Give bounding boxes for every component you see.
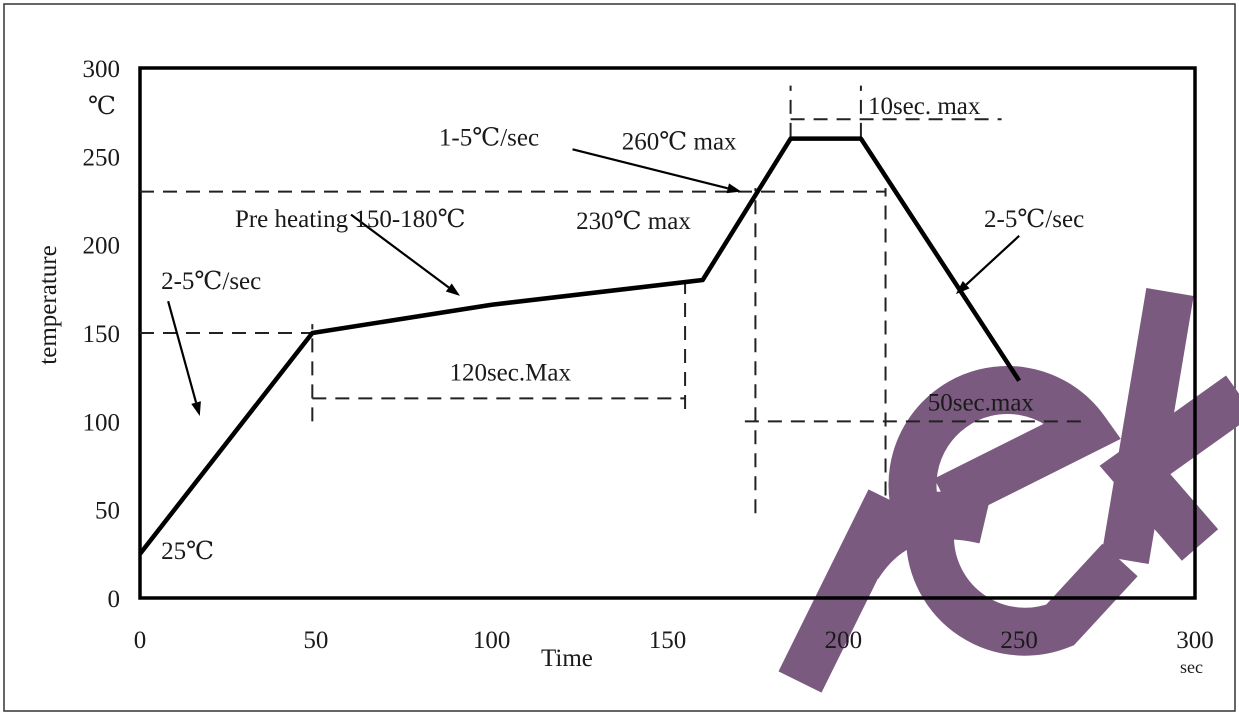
- x-tick-label: 150: [649, 627, 687, 654]
- annotation-label: 2-5℃/sec: [984, 206, 1084, 233]
- arrows-group: [167, 148, 1020, 417]
- annotation-arrow: [167, 300, 198, 403]
- y-tick-label: 0: [108, 586, 121, 613]
- y-tick-label: 150: [83, 321, 121, 348]
- y-tick-label: 50: [95, 498, 120, 525]
- y-unit-label: ℃: [88, 93, 116, 120]
- x-unit-label: sec: [1180, 657, 1203, 677]
- annotation-label: 1-5℃/sec: [439, 125, 539, 152]
- x-tick-label: 250: [1000, 627, 1038, 654]
- arrow-head: [726, 183, 742, 194]
- watermark-letter-k: [1099, 288, 1239, 564]
- annotation-label: Pre heating 150-180℃: [235, 206, 466, 233]
- reference-lines: [140, 85, 1083, 514]
- annotation-label: 10sec. max: [868, 93, 981, 120]
- arrow-head: [445, 283, 461, 296]
- y-tick-label: 300: [83, 56, 121, 83]
- series-group: [138, 136, 1022, 556]
- annotation-label: 260℃ max: [622, 128, 737, 155]
- x-axis-label: Time: [541, 645, 593, 672]
- annotation-label: 2-5℃/sec: [161, 268, 261, 295]
- profile-line: [138, 136, 1022, 556]
- x-tick-labels: 0 50 100 150 200 250 300: [134, 627, 1214, 654]
- x-tick-label: 300: [1176, 627, 1214, 654]
- x-tick-label: 0: [134, 627, 147, 654]
- annotation-arrow: [572, 148, 729, 190]
- annotation-label: 230℃ max: [576, 208, 691, 235]
- annotation-label: 25℃: [161, 538, 214, 565]
- annotation-arrow: [965, 235, 1020, 286]
- y-tick-labels: 0 50 100 150 200 250 300: [83, 56, 121, 613]
- outer-border: [3, 3, 1236, 712]
- y-tick-label: 100: [83, 409, 121, 436]
- x-tick-label: 200: [825, 627, 863, 654]
- annotation-label: 120sec.Max: [449, 360, 571, 387]
- annotation-arrow: [350, 213, 450, 289]
- arrow-head: [955, 280, 970, 295]
- watermark-letter-e: [888, 365, 1138, 656]
- annotations-group: 25℃ 2-5℃/sec Pre heating 150-180℃ 120sec.Ma…: [161, 93, 1084, 565]
- y-axis-label: temperature: [35, 245, 62, 364]
- annotation-label: 50sec.max: [928, 390, 1035, 417]
- x-tick-label: 50: [303, 627, 328, 654]
- x-tick-label: 100: [473, 627, 511, 654]
- y-tick-label: 250: [83, 144, 121, 171]
- watermark: [778, 288, 1239, 693]
- y-tick-label: 200: [83, 233, 121, 260]
- arrow-head: [191, 401, 201, 417]
